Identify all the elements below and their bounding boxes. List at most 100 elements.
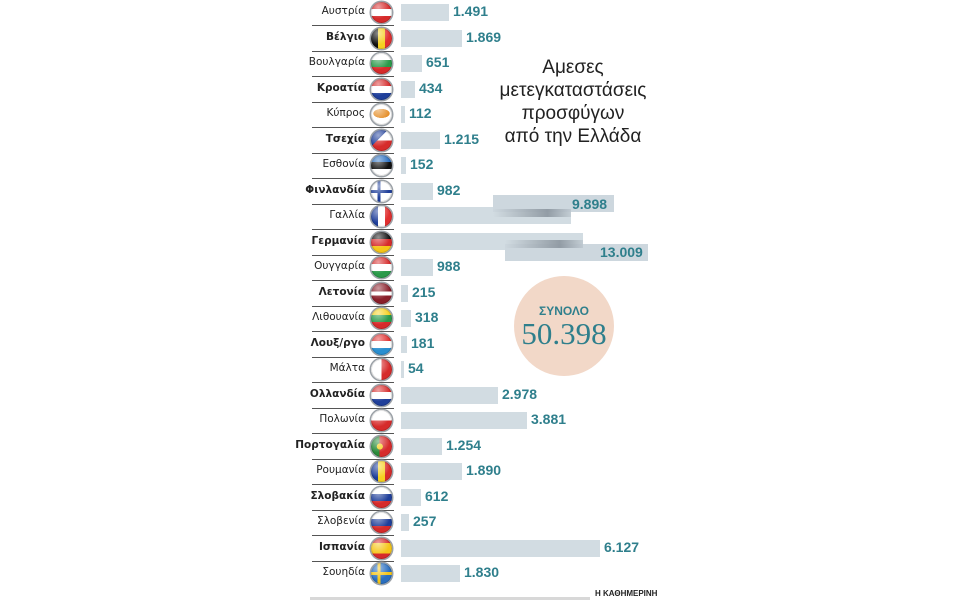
bar-value: 988 [437,258,461,274]
bar [401,361,404,378]
country-label: Σουηδία [322,566,365,578]
country-label: Αυστρία [321,5,365,17]
bar-value: 2.978 [502,385,538,402]
country-label: Ισπανία [318,540,365,553]
bar-row: Βουλγαρία 651 [0,51,960,77]
country-label: Ολλανδία [309,387,365,400]
row-separator [312,509,394,511]
bar-value: 257 [413,513,437,529]
bar-row: Αυστρία 1.491 [0,0,960,26]
bar-row: Τσεχία 1.215 [0,128,960,154]
title-line-3: προσφύγων [521,103,625,124]
poland-flag-icon [371,410,392,431]
bar-row: Φινλανδία 982 [0,179,960,205]
total-value: 50.398 [521,316,607,351]
row-separator [312,535,394,536]
bar-row: Λουξ/ργο 181 [0,332,960,358]
bar-value: 3.881 [531,411,567,427]
slovakia-flag-icon [371,486,392,508]
bar-value: 434 [419,79,443,96]
source-credit: Η ΚΑΘΗΜΕΡΙΝΗ [595,589,658,598]
bar-row: Σλοβενία 257 [0,510,960,536]
bar [401,437,442,455]
bar [401,4,449,21]
bar-row: Ρουμανία 1.890 [0,459,960,485]
title-line-2: μετεγκαταστάσεις [499,80,647,101]
bar-row: Γερμανία 13.009 [0,230,960,261]
malta-flag-icon [371,359,392,380]
bar-row: Λιθουανία 318 [0,306,960,332]
row-separator [312,484,394,485]
row-separator [312,331,394,332]
bar-value: 612 [425,487,449,504]
country-label: Πορτογαλία [295,438,365,451]
bar-value: 982 [437,181,461,198]
bar [401,106,405,123]
croatia-flag-icon [371,78,392,100]
bar [401,310,411,327]
bar-value: 1.890 [466,462,502,478]
country-label: Γαλλία [329,209,365,221]
bar [401,412,527,429]
bar-value: 1.491 [453,3,489,19]
cyprus-flag-icon [371,104,392,125]
bar [401,157,406,174]
country-label: Γερμανία [311,234,365,247]
row-separator [312,101,394,103]
hungary-flag-icon [371,257,392,278]
row-separator [312,50,394,52]
bar-row: Λετονία 215 [0,281,960,307]
title-line-4: από την Ελλάδα [504,126,642,147]
bottom-divider [310,597,590,600]
bar [401,182,433,200]
bar-value: 651 [426,54,450,70]
bar [401,514,409,531]
row-separator [312,458,394,460]
country-label: Μάλτα [329,362,365,374]
spain-flag-icon [371,537,392,559]
latvia-flag-icon [371,282,392,304]
row-separator [312,433,394,434]
country-label: Εσθονία [322,158,365,170]
bar [401,131,440,149]
row-separator [312,356,394,358]
row-separator [312,25,394,26]
bar-break-shade [505,239,583,248]
czechia-flag-icon [371,129,392,151]
sweden-flag-icon [371,563,392,584]
country-label: Φινλανδία [305,183,365,196]
bar [401,565,460,582]
row-separator [312,382,394,383]
bar-row: Ουγγαρία 988 [0,255,960,281]
country-label: Σλοβενία [317,515,365,527]
bar-value: 6.127 [604,538,640,555]
netherlands-flag-icon [371,384,392,406]
bar-row: Σουηδία 1.830 [0,561,960,586]
bar-row: Πολωνία 3.881 [0,408,960,434]
finland-flag-icon [371,180,392,202]
bar [401,386,498,404]
luxembourg-flag-icon [371,333,392,355]
bar-value: 9.898 [572,196,608,212]
row-separator [312,203,394,205]
bar-row: Κύπρος 112 [0,102,960,128]
belgium-flag-icon [371,27,392,49]
portugal-flag-icon [371,435,392,457]
bar [401,55,422,72]
country-label: Ουγγαρία [314,260,365,272]
row-separator [312,280,394,281]
bar-lower-segment [505,243,648,261]
bar [401,29,462,47]
bar-value: 318 [415,309,439,325]
chart-title: Αμεσες μετεγκαταστάσεις προσφύγων από τη… [488,56,658,148]
bar-row: Μάλτα 54 [0,357,960,383]
bar-value: 181 [411,334,435,351]
bar-row: Ισπανία 6.127 [0,536,960,562]
bar-row: Πορτογαλία 1.254 [0,434,960,460]
bar-value: 13.009 [600,243,643,260]
country-label: Πολωνία [319,413,365,425]
country-label: Κροατία [316,81,365,94]
bar-row: Σλοβακία 612 [0,485,960,511]
bulgaria-flag-icon [371,53,392,74]
bar-row: Ολλανδία 2.978 [0,383,960,409]
